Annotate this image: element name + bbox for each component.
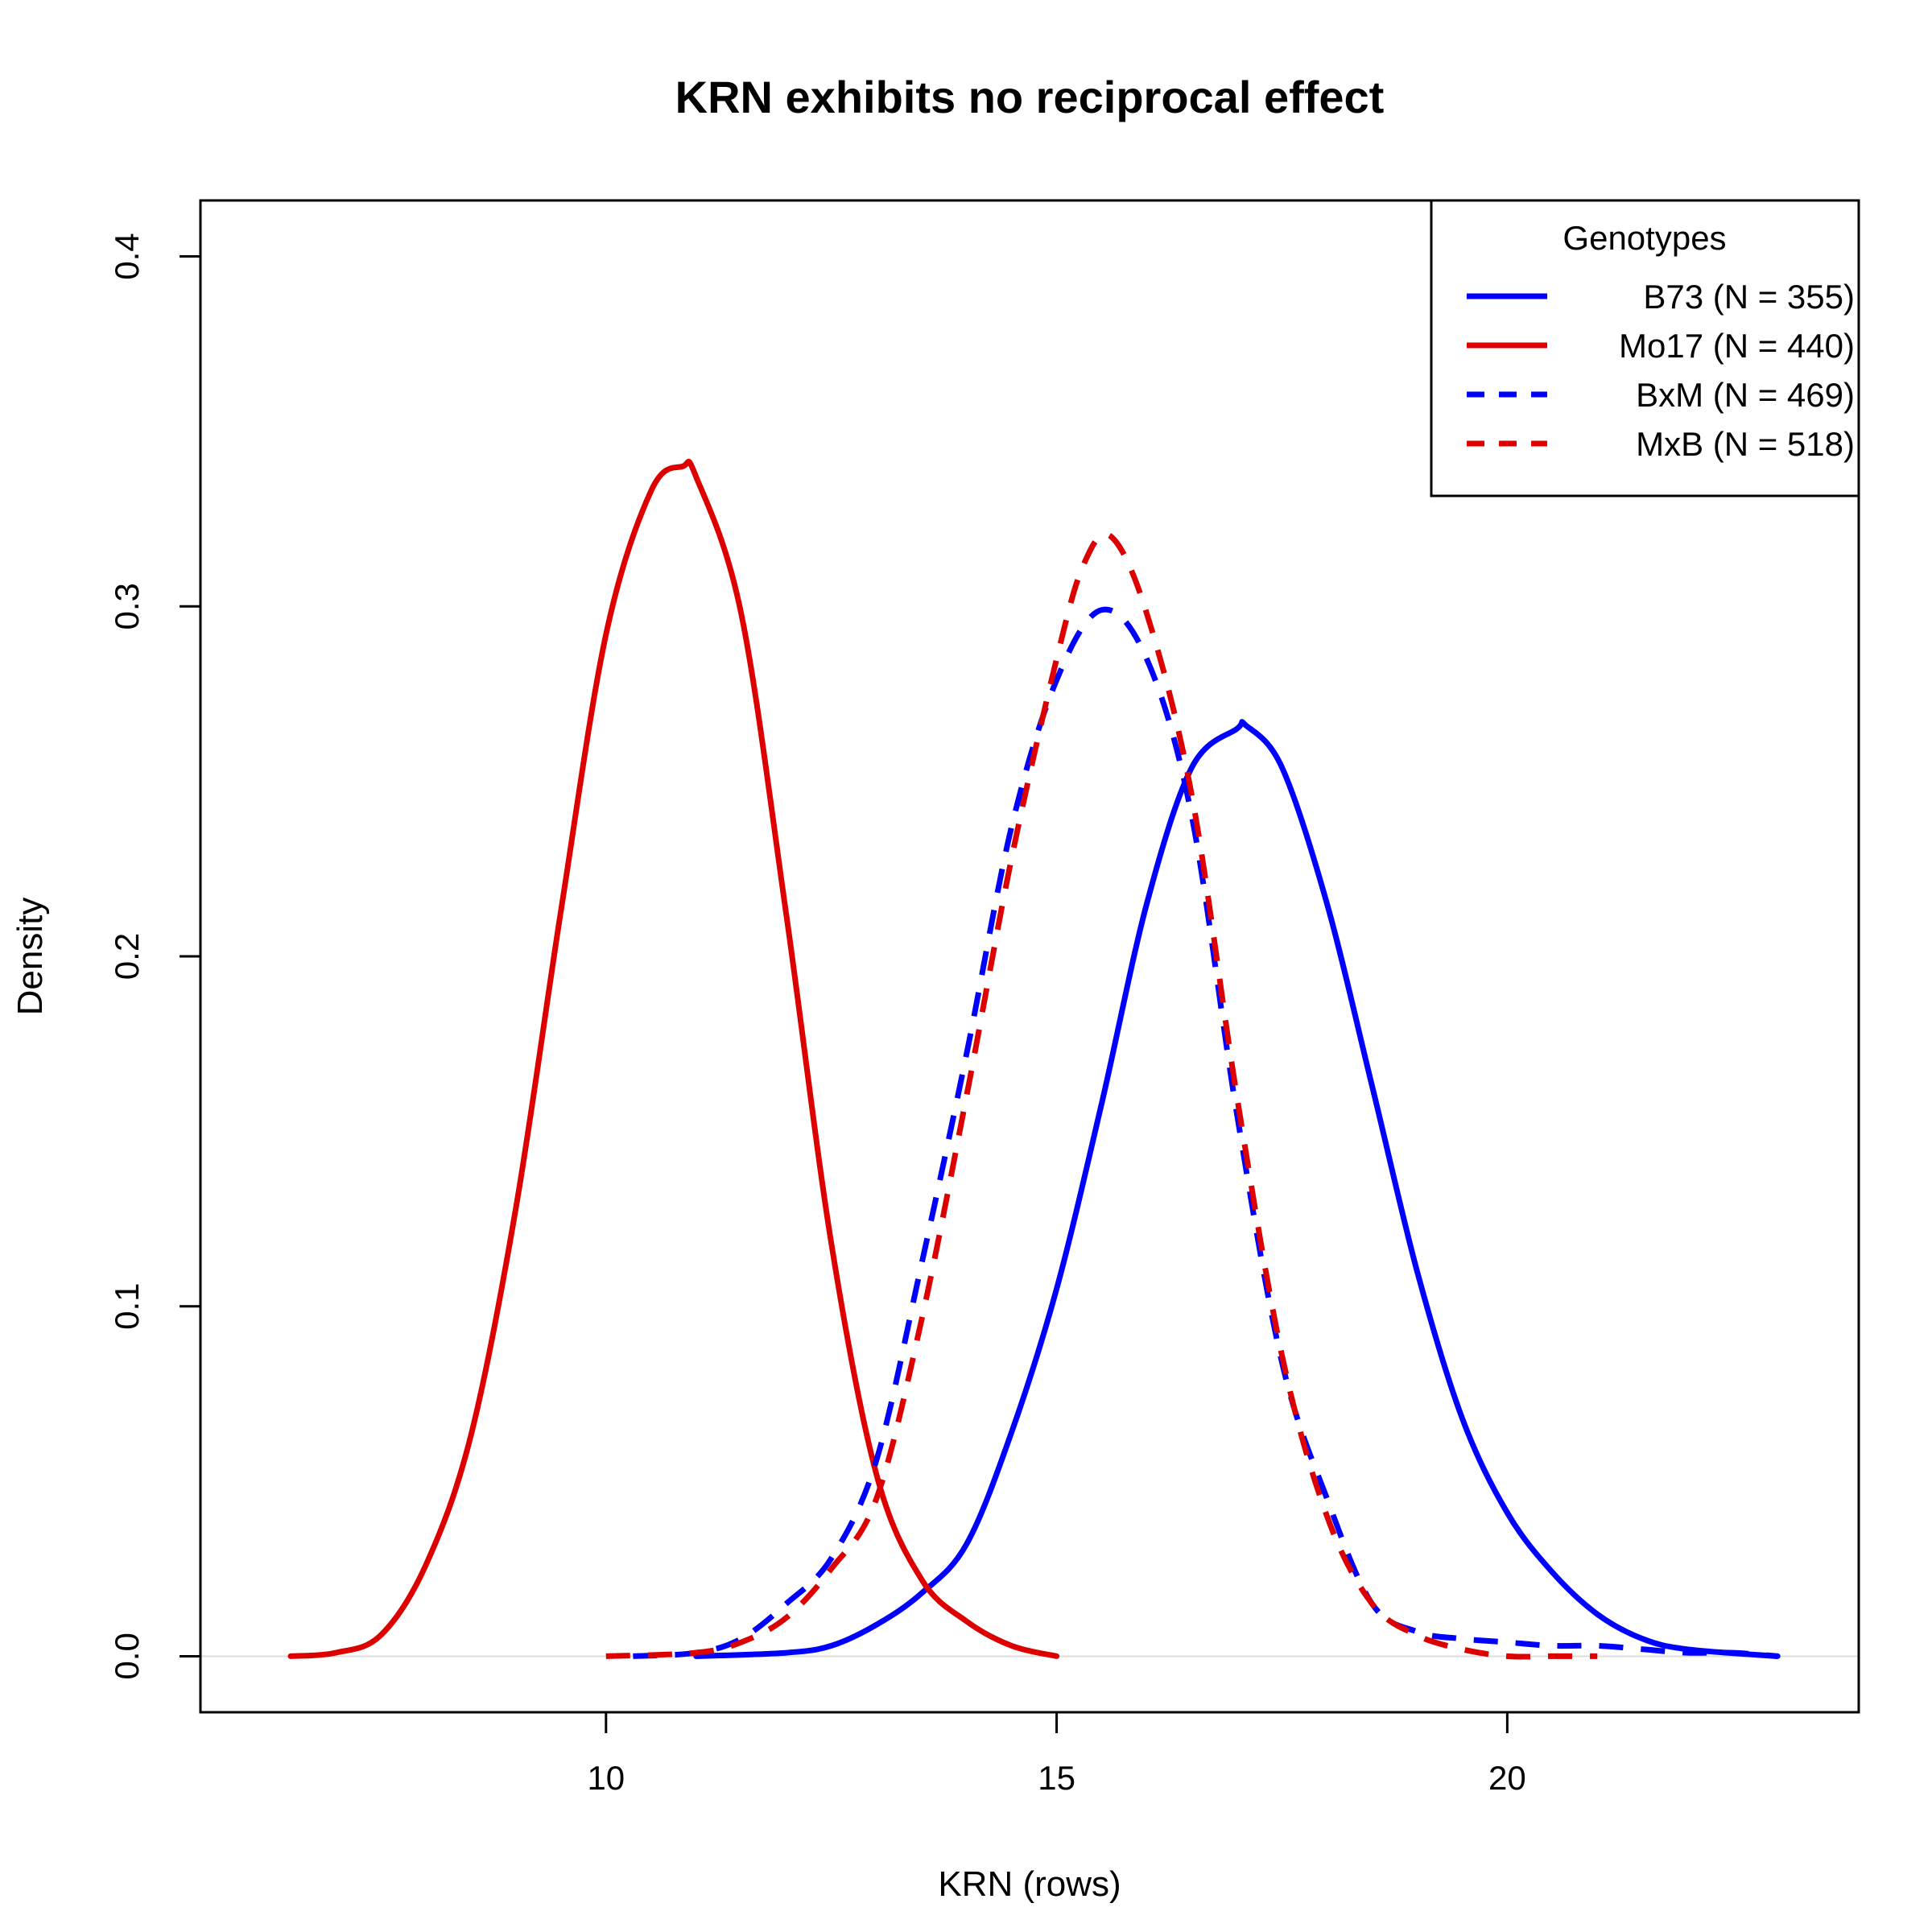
x-axis: 10 15 20: [587, 1711, 1526, 1797]
x-tick-label: 15: [1038, 1759, 1075, 1797]
legend-label: MxB (N = 518): [1636, 425, 1855, 463]
y-tick-label: 0.4: [108, 233, 146, 279]
series-line-bxm-n-469: [633, 606, 1778, 1659]
x-axis-label: KRN (rows): [938, 1864, 1121, 1904]
legend-item-mo17-n-440: Mo17 (N = 440): [1467, 327, 1855, 365]
legend-item-b73-n-355: B73 (N = 355): [1467, 278, 1855, 316]
y-axis: 0.0 0.1 0.2 0.3 0.4: [108, 233, 202, 1680]
legend: Genotypes B73 (N = 355) Mo17 (N = 440) BxM…: [1430, 199, 1860, 497]
legend-label: B73 (N = 355): [1643, 278, 1855, 316]
x-tick-label: 10: [587, 1759, 625, 1797]
legend-label: BxM (N = 469): [1636, 376, 1855, 414]
series-line-b73-n-355: [693, 719, 1781, 1659]
legend-title: Genotypes: [1563, 219, 1726, 257]
y-axis-label: Density: [10, 898, 50, 1016]
legend-item-bxm-n-469: BxM (N = 469): [1467, 376, 1855, 414]
legend-item-mxb-n-518: MxB (N = 518): [1467, 425, 1855, 463]
y-tick-label: 0.2: [108, 933, 146, 980]
series-line-mxb-n-518: [605, 531, 1598, 1660]
series-line-mo17-n-440: [287, 458, 1060, 1659]
y-tick-label: 0.3: [108, 583, 146, 630]
chart-title: KRN exhibits no reciprocal effect: [675, 72, 1385, 122]
y-tick-label: 0.1: [108, 1283, 146, 1330]
legend-label: Mo17 (N = 440): [1619, 327, 1855, 365]
x-tick-label: 20: [1488, 1759, 1526, 1797]
y-tick-label: 0.0: [108, 1633, 146, 1679]
